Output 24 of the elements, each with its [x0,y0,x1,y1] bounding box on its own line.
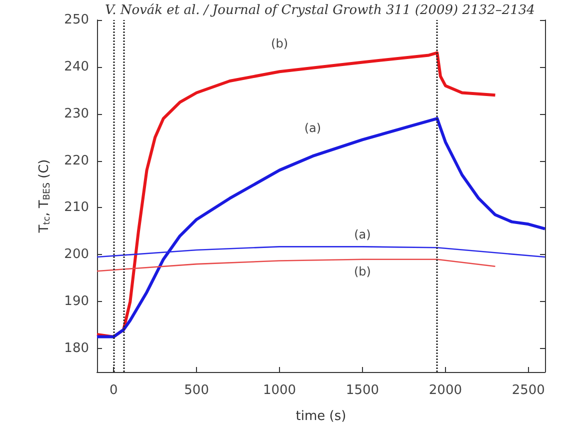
x-tick-label: 500 [184,383,209,398]
series-label: (b) [271,36,288,51]
y-tick-label: 180 [64,341,89,356]
line-series [96,51,497,338]
x-tick-label: 1000 [262,383,296,398]
series-label: (a) [304,121,322,136]
y-tick-label: 190 [64,294,89,310]
line-series [96,246,546,258]
series-label: (a) [354,228,371,242]
y-tick-label: 220 [64,153,89,168]
y-tick-label: 250 [64,12,89,28]
x-tick-label: 2000 [428,383,462,398]
x-tick-label: 2500 [512,383,545,398]
x-axis-title: time (s) [296,409,346,424]
x-tick-label: 0 [109,383,118,398]
y-tick-label: 200 [64,247,89,262]
line-series [96,117,546,338]
y-tick-label: 240 [64,59,89,74]
text: V. Novák et al. / Journal of Crystal Growth 311 (2009) 2132–2134 [105,3,535,18]
y-tick-label: 230 [64,106,89,122]
series-label: (b) [354,264,371,278]
y-axis-title: Ttc, TBES (C) [37,159,52,234]
x-tick-label: 1500 [346,383,380,398]
y-tick-label: 210 [64,200,89,216]
